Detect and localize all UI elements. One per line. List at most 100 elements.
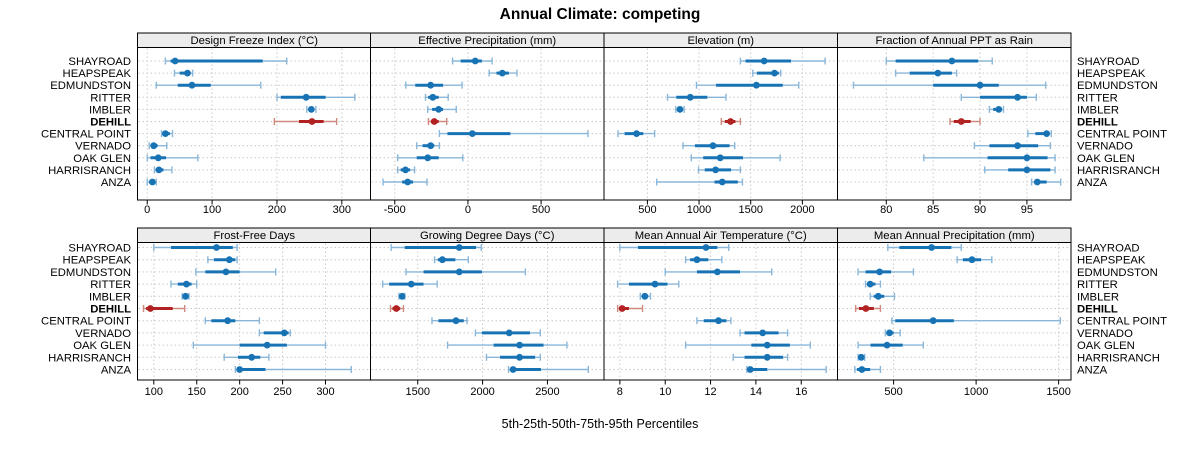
row-segment-heapspeak	[173, 69, 194, 77]
panel-box	[837, 242, 1072, 381]
row-segment-dehill	[616, 305, 644, 312]
row-segment-harrisranch	[732, 353, 789, 361]
median-dot	[236, 366, 244, 373]
axis-tick-label: 250	[273, 386, 291, 398]
median-dot	[455, 244, 463, 251]
median-dot	[407, 280, 415, 288]
row-segment-anza	[234, 366, 352, 373]
median-dot	[693, 256, 701, 264]
median-dot	[928, 244, 935, 251]
row-segment-oak-glen	[684, 341, 811, 349]
row-segment-central-point	[891, 317, 1061, 325]
row-segment-shayroad	[164, 57, 288, 65]
row-label-right-oak-glen: OAK GLEN	[1077, 340, 1135, 352]
row-segment-harrisranch	[697, 166, 742, 174]
median-dot	[308, 118, 316, 125]
row-segment-ritter	[616, 280, 680, 288]
median-dot	[248, 353, 256, 361]
panel-strip-title: Mean Annual Precipitation (mm)	[874, 230, 1035, 242]
row-label-right-edmundston: EDMUNDSTON	[1077, 80, 1158, 92]
row-segment-dehill	[273, 118, 338, 125]
median-dot	[858, 366, 866, 373]
panel-box	[603, 242, 838, 381]
row-segment-edmundston	[195, 268, 277, 276]
median-dot	[455, 268, 463, 276]
axis-tick-label: 100	[145, 386, 163, 398]
row-label-right-dehill: DEHILL	[1077, 117, 1118, 129]
median-dot	[452, 317, 460, 325]
axis-tick-label: 0	[465, 204, 471, 216]
median-dot	[183, 280, 190, 288]
panel-box	[370, 47, 605, 201]
row-label-left-anza: ANZA	[101, 365, 132, 377]
row-label-left-heapspeak: HEAPSPEAK	[63, 255, 132, 267]
axis-tick-label: 500	[532, 204, 550, 216]
median-dot	[759, 329, 767, 337]
row-label-right-ritter: RITTER	[1077, 92, 1118, 104]
median-dot	[713, 268, 721, 276]
median-dot	[509, 366, 517, 373]
row-segment-anza	[854, 366, 882, 373]
row-label-right-oak-glen: OAK GLEN	[1077, 153, 1135, 165]
row-segment-edmundston	[155, 81, 262, 89]
median-dot	[213, 244, 220, 251]
median-dot	[957, 118, 965, 125]
panel-strip-title: Design Freeze Index (°C)	[190, 35, 318, 47]
row-label-left-dehill: DEHILL	[90, 117, 131, 129]
row-segment-dehill	[720, 118, 742, 125]
row-segment-edmundston	[852, 81, 1047, 89]
row-segment-harrisranch	[223, 353, 270, 361]
median-dot	[948, 57, 956, 65]
panel-strip-title: Elevation (m)	[687, 35, 754, 47]
row-segment-anza	[655, 178, 744, 186]
median-dot	[154, 154, 162, 162]
median-dot	[883, 341, 891, 349]
row-segment-anza	[507, 366, 590, 373]
median-dot	[709, 142, 717, 150]
median-dot	[676, 106, 684, 113]
row-segment-heapspeak	[488, 69, 518, 77]
row-label-right-harrisranch: HARRISRANCH	[1077, 352, 1160, 364]
row-label-right-anza: ANZA	[1077, 177, 1108, 189]
axis-tick-label: 2500	[535, 386, 559, 398]
row-label-right-vernado: VERNADO	[1077, 328, 1133, 340]
row-label-left-ritter: RITTER	[90, 279, 131, 291]
median-dot	[686, 93, 694, 101]
median-dot	[618, 305, 626, 312]
row-segment-shayroad	[153, 244, 238, 251]
axis-tick-label: 300	[333, 204, 351, 216]
row-segment-anza	[1030, 178, 1062, 186]
median-dot	[862, 305, 870, 312]
row-label-left-imbler: IMBLER	[89, 104, 131, 116]
median-dot	[1033, 178, 1041, 186]
median-dot	[857, 353, 865, 361]
row-segment-imbler	[639, 292, 652, 300]
panel-box	[370, 242, 605, 381]
median-dot	[516, 353, 523, 361]
row-segment-harrisranch	[857, 353, 866, 361]
row-label-left-harrisranch: HARRISRANCH	[48, 352, 131, 364]
median-dot	[307, 106, 315, 113]
row-label-right-heapspeak: HEAPSPEAK	[1077, 255, 1146, 267]
row-segment-shayroad	[619, 244, 730, 251]
row-segment-oak-glen	[192, 341, 327, 349]
median-dot	[150, 142, 158, 150]
row-segment-oak-glen	[857, 341, 925, 349]
panel-fraction-of-annual-ppt-as-rain: Fraction of Annual PPT as Rain 80 85 90 95	[837, 32, 1072, 216]
axis-tick-label: 85	[927, 204, 939, 216]
median-dot	[222, 268, 230, 276]
row-segment-central-point	[617, 130, 656, 138]
row-label-right-imbler: IMBLER	[1077, 104, 1119, 116]
axis-tick-label: 100	[203, 204, 221, 216]
axis-tick-label: 95	[1021, 204, 1033, 216]
median-dot	[404, 178, 412, 186]
row-segment-oak-glen	[923, 154, 1056, 162]
median-dot	[1023, 166, 1031, 174]
row-segment-shayroad	[885, 57, 993, 65]
row-segment-central-point	[431, 317, 468, 325]
row-segment-harrisranch	[397, 166, 416, 174]
axis-tick-label: 1500	[1046, 386, 1070, 398]
median-dot	[424, 154, 432, 162]
row-label-left-central-point: CENTRAL POINT	[41, 129, 131, 141]
median-dot	[302, 93, 310, 101]
